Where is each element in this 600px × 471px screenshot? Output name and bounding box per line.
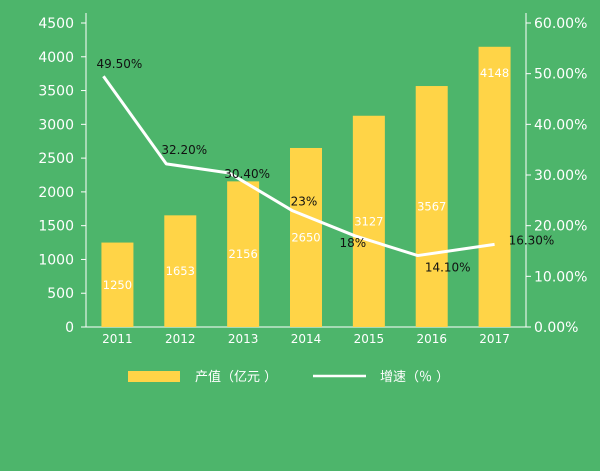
bar-value-label: 1250: [103, 278, 132, 292]
bar-value-label: 4148: [480, 66, 509, 80]
line-value-label: 18%: [340, 236, 367, 250]
y2-tick-label: 60.00%: [534, 16, 587, 32]
bar: [101, 242, 134, 327]
y-tick-label: 3500: [38, 84, 74, 100]
bar: [352, 115, 385, 327]
bar: [164, 215, 197, 327]
y-tick-label: 4500: [38, 16, 74, 32]
line-value-label: 49.50%: [97, 57, 143, 71]
bar-value-label: 2650: [291, 230, 320, 244]
line-value-label: 32.20%: [161, 143, 207, 157]
bar-value-label: 3567: [417, 200, 446, 214]
axes: 0 500 1000 1500 2000 2500 3000 3500 4000 4500 0.00…: [38, 13, 587, 346]
y2-tick-label: 0.00%: [534, 320, 578, 336]
y2-tick-label: 10.00%: [534, 269, 587, 285]
legend-swatch-bar: [128, 371, 180, 382]
y-tick-label: 3000: [38, 117, 74, 133]
x-tick-label: 2017: [479, 332, 510, 346]
bar-value-label: 1653: [166, 264, 195, 278]
y-tick-label: 2500: [38, 151, 74, 167]
data-labels: 1250 1653 2156 2650 3127 3567 4148 49.50% 32.20%…: [97, 57, 555, 292]
bar: [478, 46, 511, 328]
x-tick-label: 2012: [165, 332, 196, 346]
bar: [290, 147, 322, 327]
legend: 产值（亿元 ） 增速（％ ）: [128, 369, 449, 385]
bar-series: [101, 46, 511, 328]
y-tick-label: 0: [65, 320, 74, 336]
x-tick-label: 2011: [102, 332, 133, 346]
y-tick-label: 1000: [38, 252, 74, 268]
x-tick-label: 2014: [291, 332, 322, 346]
y-tick-label: 500: [47, 286, 74, 302]
bar: [415, 86, 448, 328]
y-tick-label: 4000: [38, 50, 74, 66]
legend-label-line: 增速（％ ）: [380, 370, 449, 385]
y2-tick-label: 30.00%: [534, 168, 587, 184]
x-tick-label: 2015: [354, 332, 385, 346]
line-value-label: 16.30%: [509, 233, 555, 247]
x-tick-label: 2013: [228, 332, 259, 346]
line-value-label: 23%: [291, 194, 318, 208]
line-value-label: 30.40%: [224, 167, 270, 181]
x-tick-label: 2016: [416, 332, 447, 346]
y2-tick-label: 50.00%: [534, 67, 587, 83]
y-tick-label: 2000: [38, 185, 74, 201]
line-series: [102, 75, 495, 258]
legend-label-bar: 产值（亿元 ）: [195, 369, 277, 385]
bar-value-label: 2156: [229, 247, 258, 261]
y-tick-label: 1500: [38, 219, 74, 235]
bar-value-label: 3127: [354, 214, 383, 228]
y2-tick-label: 40.00%: [534, 117, 587, 133]
y2-tick-label: 20.00%: [534, 219, 587, 235]
bar: [227, 181, 260, 327]
line-value-label: 14.10%: [425, 261, 471, 275]
